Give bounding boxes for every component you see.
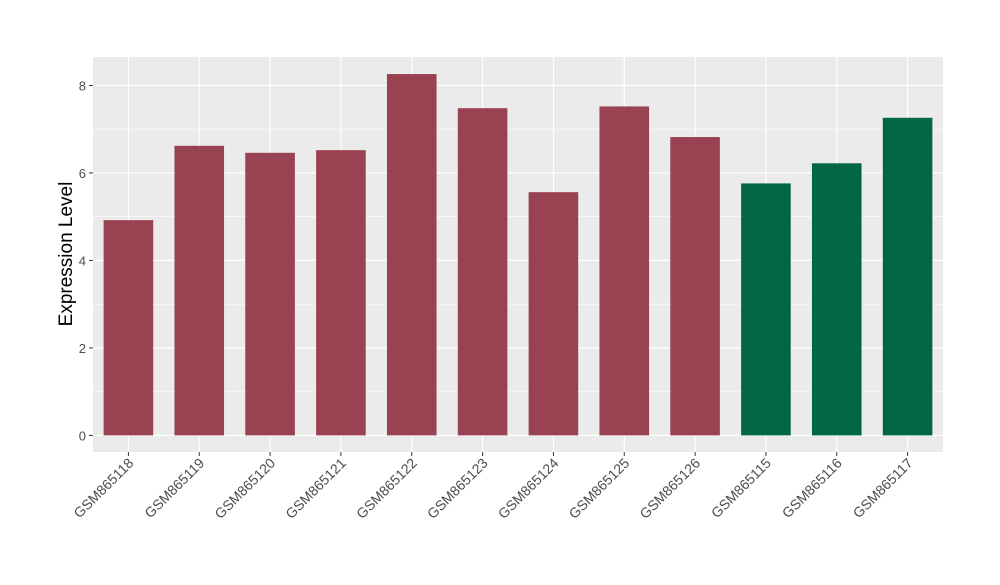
x-tick-label: GSM865123 bbox=[424, 455, 491, 522]
x-tick-label: GSM865116 bbox=[779, 455, 845, 521]
bar-gsm865118 bbox=[103, 220, 154, 436]
x-tick-label: GSM865121 bbox=[282, 455, 349, 522]
bar-gsm865116 bbox=[811, 163, 862, 436]
y-tick-label: 2 bbox=[79, 341, 86, 356]
bar-gsm865124 bbox=[528, 192, 579, 436]
x-tick-label: GSM865117 bbox=[850, 455, 916, 521]
x-tick-label: GSM865120 bbox=[211, 455, 278, 522]
y-axis-label: Expression Level bbox=[56, 182, 77, 327]
bar-gsm865120 bbox=[245, 152, 295, 436]
x-tick-label: GSM865115 bbox=[708, 455, 774, 521]
bar-gsm865126 bbox=[670, 137, 720, 436]
panel-background bbox=[93, 57, 943, 452]
x-tick-label: GSM865118 bbox=[70, 455, 136, 521]
bar-gsm865121 bbox=[316, 150, 366, 436]
x-tick-label: GSM865122 bbox=[353, 455, 420, 522]
bar-gsm865123 bbox=[457, 108, 508, 436]
x-tick-label: GSM865124 bbox=[495, 455, 562, 522]
y-tick-label: 4 bbox=[79, 253, 86, 268]
bar-gsm865117 bbox=[882, 117, 933, 436]
y-tick-label: 0 bbox=[79, 428, 86, 443]
bar-gsm865119 bbox=[174, 145, 225, 436]
x-axis: GSM865118 GSM865119 GSM865120 GSM865121 GSM8… bbox=[70, 452, 916, 522]
bar-gsm865122 bbox=[386, 74, 437, 436]
y-tick-label: 8 bbox=[79, 78, 86, 93]
x-tick-label: GSM865119 bbox=[141, 455, 207, 521]
bar-gsm865125 bbox=[599, 106, 650, 436]
bars bbox=[103, 74, 933, 436]
minor-gridlines bbox=[93, 128, 943, 392]
bar-gsm865115 bbox=[741, 183, 791, 436]
y-axis: 0 2 4 6 8 bbox=[79, 78, 93, 443]
y-tick-label: 6 bbox=[79, 166, 86, 181]
x-tick-label: GSM865125 bbox=[565, 455, 632, 522]
x-tick-label: GSM865126 bbox=[636, 455, 703, 522]
